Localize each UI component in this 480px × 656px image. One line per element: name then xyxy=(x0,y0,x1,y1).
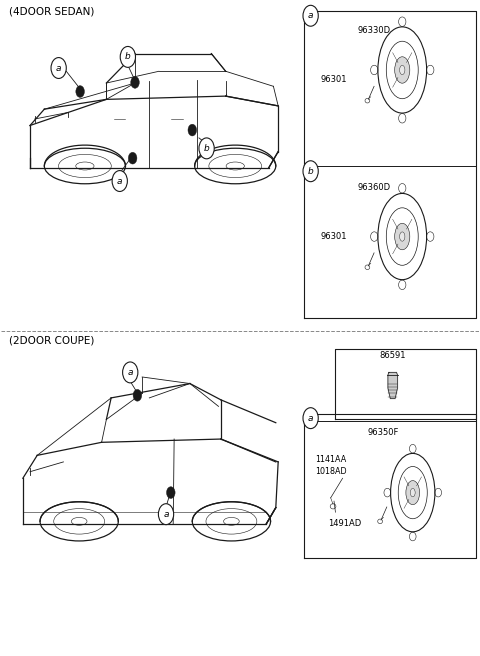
Circle shape xyxy=(158,504,174,525)
Circle shape xyxy=(167,487,175,499)
Text: a: a xyxy=(163,510,169,519)
Circle shape xyxy=(199,138,214,159)
Text: a: a xyxy=(308,11,313,20)
Text: a: a xyxy=(56,64,61,73)
Circle shape xyxy=(51,58,66,79)
Text: 96301: 96301 xyxy=(320,75,347,84)
Circle shape xyxy=(122,362,138,383)
Text: (4DOOR SEDAN): (4DOOR SEDAN) xyxy=(9,7,94,16)
Text: 96330D: 96330D xyxy=(357,26,390,35)
Circle shape xyxy=(120,47,135,68)
Circle shape xyxy=(76,86,84,97)
Text: a: a xyxy=(128,368,133,377)
Circle shape xyxy=(188,124,197,136)
Text: 1141AA: 1141AA xyxy=(315,455,347,464)
Circle shape xyxy=(133,390,142,401)
Circle shape xyxy=(112,171,127,192)
Ellipse shape xyxy=(406,481,420,504)
Text: a: a xyxy=(117,176,122,186)
Text: b: b xyxy=(125,52,131,62)
Ellipse shape xyxy=(395,57,410,83)
Text: 96301: 96301 xyxy=(320,232,347,241)
Text: 1018AD: 1018AD xyxy=(315,467,347,476)
Ellipse shape xyxy=(410,489,415,497)
Ellipse shape xyxy=(400,232,405,241)
Circle shape xyxy=(303,161,318,182)
Circle shape xyxy=(303,5,318,26)
Circle shape xyxy=(131,77,139,89)
Polygon shape xyxy=(388,373,397,399)
Text: 86591: 86591 xyxy=(380,351,406,360)
Text: 1491AD: 1491AD xyxy=(328,520,361,529)
Text: 96350F: 96350F xyxy=(368,428,399,437)
Text: (2DOOR COUPE): (2DOOR COUPE) xyxy=(9,336,94,346)
Text: 96360D: 96360D xyxy=(357,183,390,192)
Text: b: b xyxy=(308,167,313,176)
Ellipse shape xyxy=(395,223,410,250)
Circle shape xyxy=(128,152,137,164)
Text: b: b xyxy=(204,144,209,153)
Text: a: a xyxy=(308,414,313,422)
Circle shape xyxy=(303,407,318,428)
Ellipse shape xyxy=(400,66,405,75)
